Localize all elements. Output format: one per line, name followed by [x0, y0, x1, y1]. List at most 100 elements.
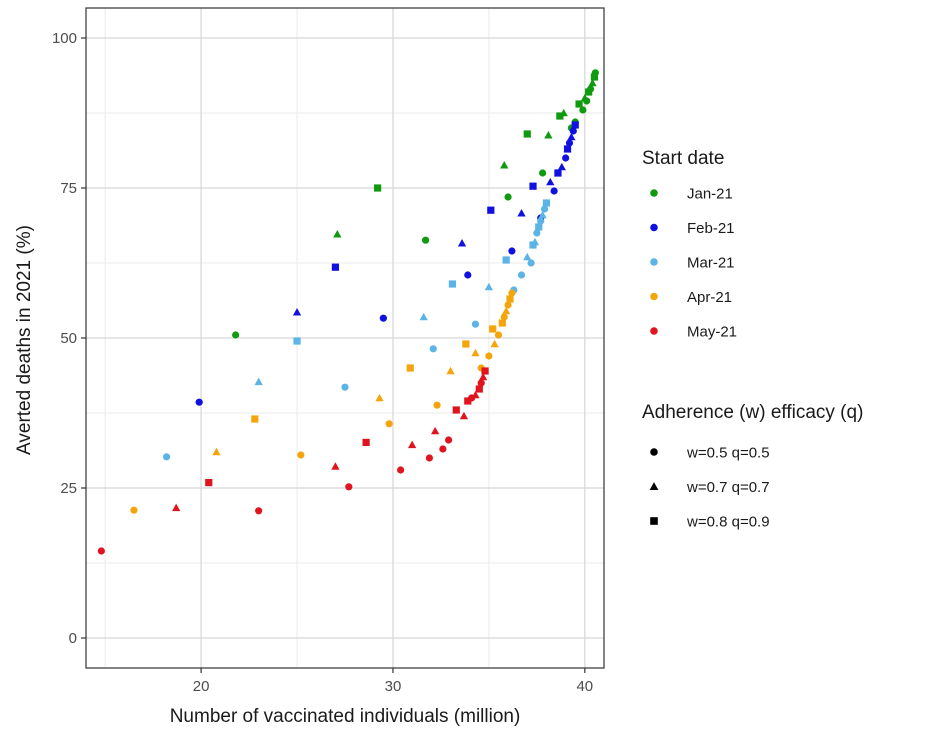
- point-circle: [439, 445, 447, 453]
- point-circle: [130, 506, 138, 514]
- point-circle: [445, 436, 453, 444]
- point-circle: [429, 345, 437, 353]
- point-square: [448, 280, 457, 288]
- point-circle: [650, 448, 658, 456]
- point-circle: [569, 127, 577, 135]
- point-circle: [533, 229, 541, 237]
- point-square: [535, 223, 543, 231]
- point-triangle: [292, 308, 302, 316]
- series-may-21: [97, 367, 489, 555]
- point-square: [331, 263, 340, 271]
- point-square: [650, 517, 658, 525]
- point-circle: [537, 217, 545, 225]
- shape-legend-label: w=0.5 q=0.5: [686, 445, 770, 462]
- point-circle: [345, 483, 353, 491]
- point-circle: [494, 331, 503, 339]
- shape-legend-label: w=0.8 q=0.9: [686, 514, 770, 531]
- point-circle: [583, 97, 591, 105]
- color-legend-title: Start date: [642, 148, 724, 169]
- point-circle: [255, 507, 263, 515]
- point-triangle: [544, 131, 553, 139]
- point-circle: [500, 313, 508, 321]
- point-square: [502, 256, 510, 264]
- point-square: [487, 206, 495, 214]
- point-triangle: [530, 237, 540, 246]
- point-triangle: [567, 132, 576, 141]
- point-square: [462, 340, 470, 348]
- point-circle: [341, 383, 349, 391]
- point-triangle: [419, 312, 428, 321]
- x-tick-label: 40: [576, 678, 593, 695]
- point-square: [374, 184, 382, 192]
- point-circle: [504, 301, 512, 309]
- point-circle: [650, 292, 658, 301]
- x-tick-label: 30: [385, 678, 402, 695]
- point-triangle: [490, 339, 499, 348]
- color-legend-label: May-21: [687, 324, 737, 341]
- shape-legend-title: Adherence (w) efficacy (q): [642, 402, 863, 423]
- point-circle: [550, 187, 558, 195]
- point-triangle: [517, 209, 526, 217]
- point-circle: [425, 454, 434, 462]
- point-circle: [485, 352, 493, 360]
- x-axis-title: Number of vaccinated individuals (millio…: [170, 706, 521, 727]
- point-triangle: [559, 108, 568, 117]
- point-square: [475, 385, 483, 393]
- point-triangle: [478, 372, 488, 381]
- point-triangle: [331, 462, 340, 470]
- point-triangle: [588, 78, 597, 87]
- point-circle: [579, 106, 587, 114]
- color-legend-label: Feb-21: [687, 220, 735, 237]
- point-circle: [517, 271, 526, 279]
- color-legend-label: Mar-21: [687, 255, 735, 272]
- point-circle: [379, 314, 387, 322]
- point-circle: [504, 193, 512, 201]
- point-triangle: [484, 282, 494, 291]
- point-square: [542, 199, 551, 207]
- point-circle: [232, 331, 240, 339]
- point-triangle: [557, 162, 566, 171]
- point-circle: [471, 320, 480, 328]
- color-legend-label: Jan-21: [687, 186, 733, 203]
- axis-ticks: 20 30 40 0 25 50 75 100: [52, 30, 593, 695]
- point-square: [571, 121, 579, 129]
- point-triangle: [459, 411, 469, 420]
- point-square: [481, 367, 489, 375]
- point-triangle: [471, 390, 480, 399]
- point-square: [523, 130, 531, 138]
- point-triangle: [446, 366, 455, 375]
- point-triangle: [212, 447, 221, 456]
- point-square: [529, 182, 537, 190]
- point-triangle: [546, 177, 555, 186]
- point-triangle: [457, 239, 467, 247]
- point-circle: [433, 401, 441, 409]
- point-circle: [385, 420, 393, 428]
- point-circle: [539, 169, 547, 177]
- point-square: [590, 73, 599, 81]
- point-circle: [650, 258, 658, 266]
- point-square: [464, 397, 472, 405]
- point-square: [452, 406, 460, 414]
- point-triangle: [333, 230, 342, 238]
- point-circle: [97, 547, 105, 555]
- point-triangle: [408, 440, 417, 449]
- point-circle: [650, 189, 658, 197]
- series-apr-21: [130, 289, 516, 514]
- point-circle: [586, 85, 595, 93]
- point-circle: [562, 154, 570, 162]
- point-square: [554, 169, 562, 177]
- y-tick-label: 25: [60, 480, 77, 497]
- color-legend-label: Apr-21: [687, 289, 732, 306]
- grid-lines: [86, 8, 604, 668]
- point-triangle: [500, 161, 509, 169]
- y-tick-label: 100: [52, 30, 77, 47]
- point-triangle: [172, 503, 181, 512]
- point-circle: [397, 466, 405, 474]
- data-points: [97, 69, 599, 555]
- point-square: [498, 319, 506, 327]
- y-tick-label: 75: [60, 180, 77, 197]
- x-tick-label: 20: [193, 678, 210, 695]
- series-mar-21: [162, 199, 551, 461]
- point-circle: [195, 398, 203, 406]
